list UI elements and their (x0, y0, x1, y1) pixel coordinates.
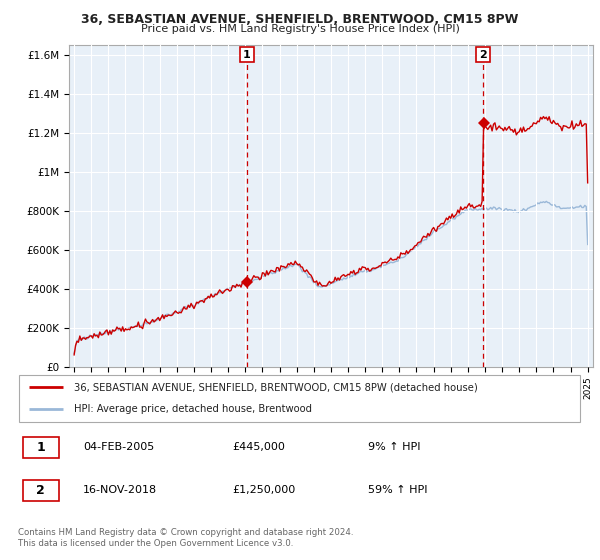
FancyBboxPatch shape (23, 480, 59, 501)
Text: Contains HM Land Registry data © Crown copyright and database right 2024.
This d: Contains HM Land Registry data © Crown c… (18, 528, 353, 548)
Text: 59% ↑ HPI: 59% ↑ HPI (368, 486, 427, 495)
Text: 2: 2 (479, 50, 487, 59)
Text: 04-FEB-2005: 04-FEB-2005 (83, 442, 154, 452)
Text: Price paid vs. HM Land Registry's House Price Index (HPI): Price paid vs. HM Land Registry's House … (140, 24, 460, 34)
Text: 9% ↑ HPI: 9% ↑ HPI (368, 442, 420, 452)
Text: 2: 2 (36, 484, 45, 497)
Text: 36, SEBASTIAN AVENUE, SHENFIELD, BRENTWOOD, CM15 8PW (detached house): 36, SEBASTIAN AVENUE, SHENFIELD, BRENTWO… (74, 382, 478, 393)
Text: £445,000: £445,000 (232, 442, 285, 452)
Text: 1: 1 (243, 50, 251, 59)
FancyBboxPatch shape (19, 375, 580, 422)
Text: 36, SEBASTIAN AVENUE, SHENFIELD, BRENTWOOD, CM15 8PW: 36, SEBASTIAN AVENUE, SHENFIELD, BRENTWO… (82, 13, 518, 26)
FancyBboxPatch shape (23, 437, 59, 458)
Text: 16-NOV-2018: 16-NOV-2018 (83, 486, 157, 495)
Text: £1,250,000: £1,250,000 (232, 486, 296, 495)
Text: 1: 1 (36, 441, 45, 454)
Text: HPI: Average price, detached house, Brentwood: HPI: Average price, detached house, Bren… (74, 404, 313, 414)
